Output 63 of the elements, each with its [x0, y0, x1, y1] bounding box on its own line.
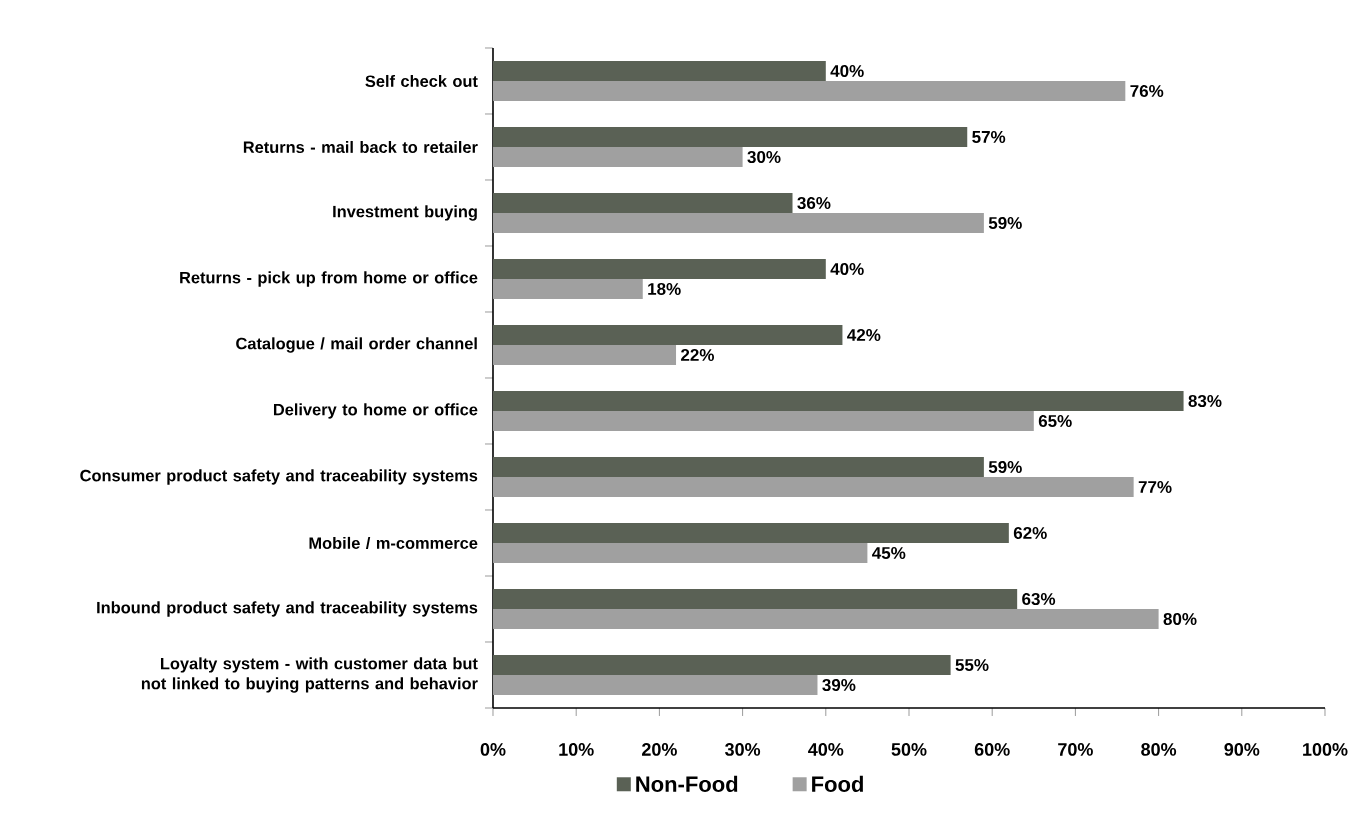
bar: [493, 146, 743, 167]
x-tick-label: 40%: [808, 743, 844, 756]
data-label: 36%: [797, 196, 831, 210]
bar: [493, 675, 818, 695]
bar: [493, 609, 1159, 629]
data-label: 55%: [955, 659, 989, 671]
y-tick-label: Investment buying: [333, 205, 477, 221]
x-tick-label: 30%: [724, 743, 761, 756]
bar: [493, 523, 1009, 543]
bar: [493, 391, 1184, 411]
bar: [493, 60, 826, 81]
data-label: 30%: [747, 150, 781, 164]
x-tick-label: 100%: [1303, 743, 1348, 756]
data-label: 65%: [1038, 414, 1072, 428]
legend-label: Non-Food: [636, 775, 738, 792]
bar: [493, 126, 968, 147]
data-label: 63%: [1022, 592, 1056, 606]
data-label: 80%: [1163, 612, 1197, 626]
y-tick-label: Returns - mail back to retailer: [243, 140, 478, 154]
data-label: 59%: [988, 216, 1022, 229]
x-tick-label: 20%: [642, 743, 677, 756]
y-tick-label: Consumer product safety and traceability systems: [80, 469, 478, 485]
bar: [493, 258, 826, 279]
x-tick-label: 90%: [1224, 743, 1260, 756]
data-label: 77%: [1138, 481, 1172, 493]
x-tick-label: 50%: [891, 743, 927, 756]
x-tick-label: 80%: [1141, 743, 1177, 756]
bar: [493, 456, 984, 477]
data-label: 18%: [648, 282, 681, 295]
y-tick-label: Delivery to home or office: [273, 403, 478, 419]
bar: [493, 192, 793, 213]
y-tick-label: Mobile / m-commerce: [309, 536, 478, 550]
x-tick-label: 60%: [974, 743, 1010, 756]
data-label: 39%: [822, 678, 856, 692]
data-label: 62%: [1013, 526, 1047, 540]
bar: [493, 477, 1134, 497]
bar: [493, 588, 1018, 609]
data-label: 45%: [872, 547, 906, 559]
data-label: 40%: [830, 262, 864, 275]
y-tick-label: Returns - pick up from home or office: [180, 271, 478, 287]
y-tick-label: Loyalty system - with customer data but not linked to buying patterns and behavior: [141, 657, 478, 693]
x-tick-label: 10%: [559, 743, 594, 756]
data-label: 59%: [988, 460, 1022, 473]
bar: [493, 278, 643, 299]
bar: [493, 80, 1126, 101]
data-label: 40%: [830, 64, 864, 77]
data-label: 83%: [1188, 394, 1222, 408]
bar: [493, 324, 843, 345]
y-tick-label: Self check out: [365, 74, 478, 88]
data-label: 22%: [681, 349, 715, 361]
bar: [493, 345, 677, 365]
x-tick-label: 0%: [480, 743, 506, 756]
data-label: 76%: [1130, 84, 1164, 97]
legend-label: Food: [812, 775, 863, 792]
bar: [493, 212, 984, 233]
y-tick-label: Inbound product safety and traceability systems: [97, 601, 478, 617]
data-label: 42%: [847, 329, 881, 341]
x-tick-label: 70%: [1058, 743, 1093, 756]
bar: [493, 410, 1034, 431]
bar: [493, 655, 951, 675]
data-label: 57%: [972, 131, 1006, 143]
y-tick-label: Catalogue / mail order channel: [236, 337, 477, 353]
bar: [493, 542, 868, 563]
